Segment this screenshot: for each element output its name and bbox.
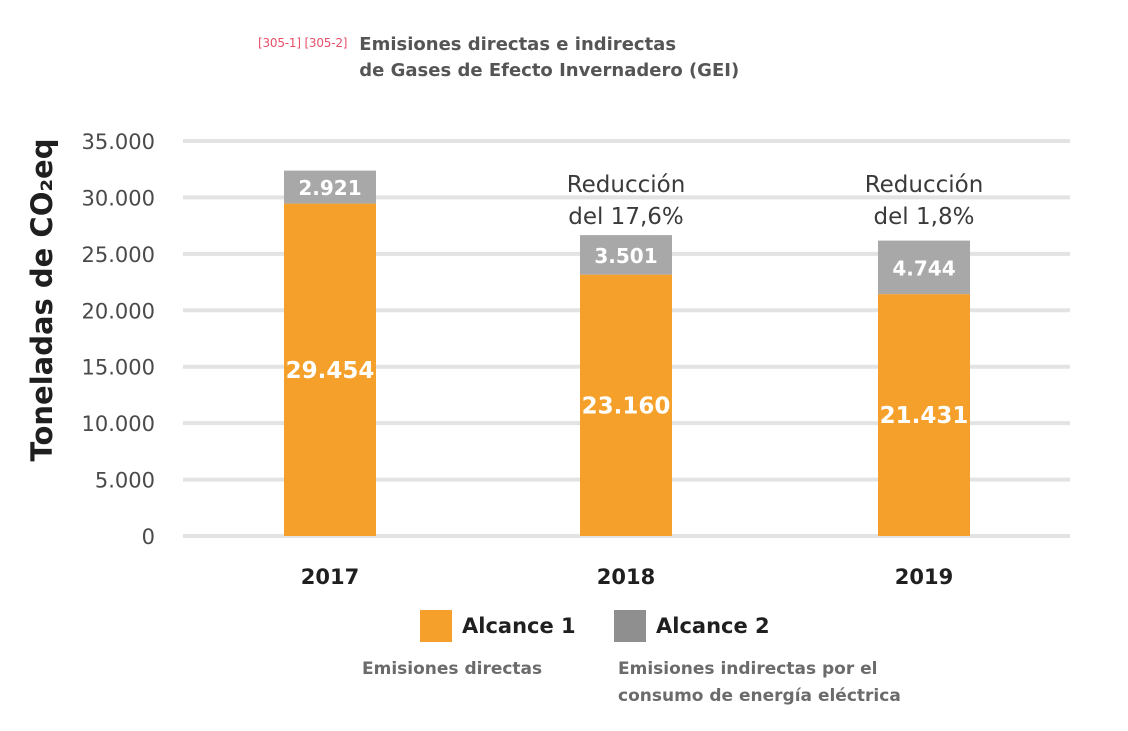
chart-title-line-1: Emisiones directas e indirectas	[359, 34, 677, 55]
bar-alcance-1	[580, 274, 672, 536]
reduction-annotation: Reducción	[865, 172, 984, 198]
y-tick-label: 35.000	[82, 130, 155, 154]
data-label: 29.454	[286, 358, 375, 384]
bar-alcance-1	[284, 203, 376, 536]
y-tick-label: 10.000	[82, 412, 155, 436]
data-label: 2.921	[298, 176, 361, 200]
reduction-annotation: del 1,8%	[874, 204, 975, 230]
y-tick-label: 20.000	[82, 299, 155, 323]
gri-reference-tag: [305-1] [305-2]	[258, 36, 348, 50]
reduction-annotation: del 17,6%	[568, 204, 684, 230]
legend-description-alcance-1: Emisiones directas	[362, 659, 543, 679]
data-label: 4.744	[892, 256, 955, 280]
legend-item-alcance-2: Alcance 2 Emisiones indirectas por el co…	[614, 610, 948, 710]
legend-swatch-alcance-2	[614, 610, 646, 642]
bar-alcance-2	[878, 240, 970, 295]
x-tick-label: 2018	[597, 565, 655, 589]
data-label: 23.160	[582, 393, 671, 419]
legend-item-alcance-1: Alcance 1 Emisiones directas	[362, 610, 692, 683]
chart-title-line-2: de Gases de Efecto Invernadero (GEI)	[359, 60, 740, 81]
bar-alcance-2	[580, 235, 672, 275]
bar-alcance-1	[878, 294, 970, 536]
y-tick-label: 15.000	[82, 356, 155, 380]
legend-label-alcance-2: Alcance 2	[656, 614, 770, 638]
x-tick-label: 2017	[301, 565, 359, 589]
y-tick-label: 25.000	[82, 243, 155, 267]
x-tick-label: 2019	[895, 565, 953, 589]
legend-description-alcance-2: Emisiones indirectas por el consumo de e…	[618, 659, 901, 706]
legend-swatch-alcance-1	[420, 610, 452, 642]
y-tick-label: 0	[142, 525, 155, 549]
reduction-annotation: Reducción	[567, 172, 686, 198]
legend-label-alcance-1: Alcance 1	[462, 614, 576, 638]
data-label: 3.501	[594, 244, 657, 268]
chart-header: [305-1] [305-2] Emisiones directas e ind…	[258, 32, 739, 84]
data-label: 21.431	[880, 403, 969, 429]
chart-title: Emisiones directas e indirectas de Gases…	[359, 32, 739, 84]
y-tick-label: 30.000	[82, 186, 155, 210]
y-tick-label: 5.000	[95, 469, 155, 493]
bar-alcance-2	[284, 170, 376, 204]
